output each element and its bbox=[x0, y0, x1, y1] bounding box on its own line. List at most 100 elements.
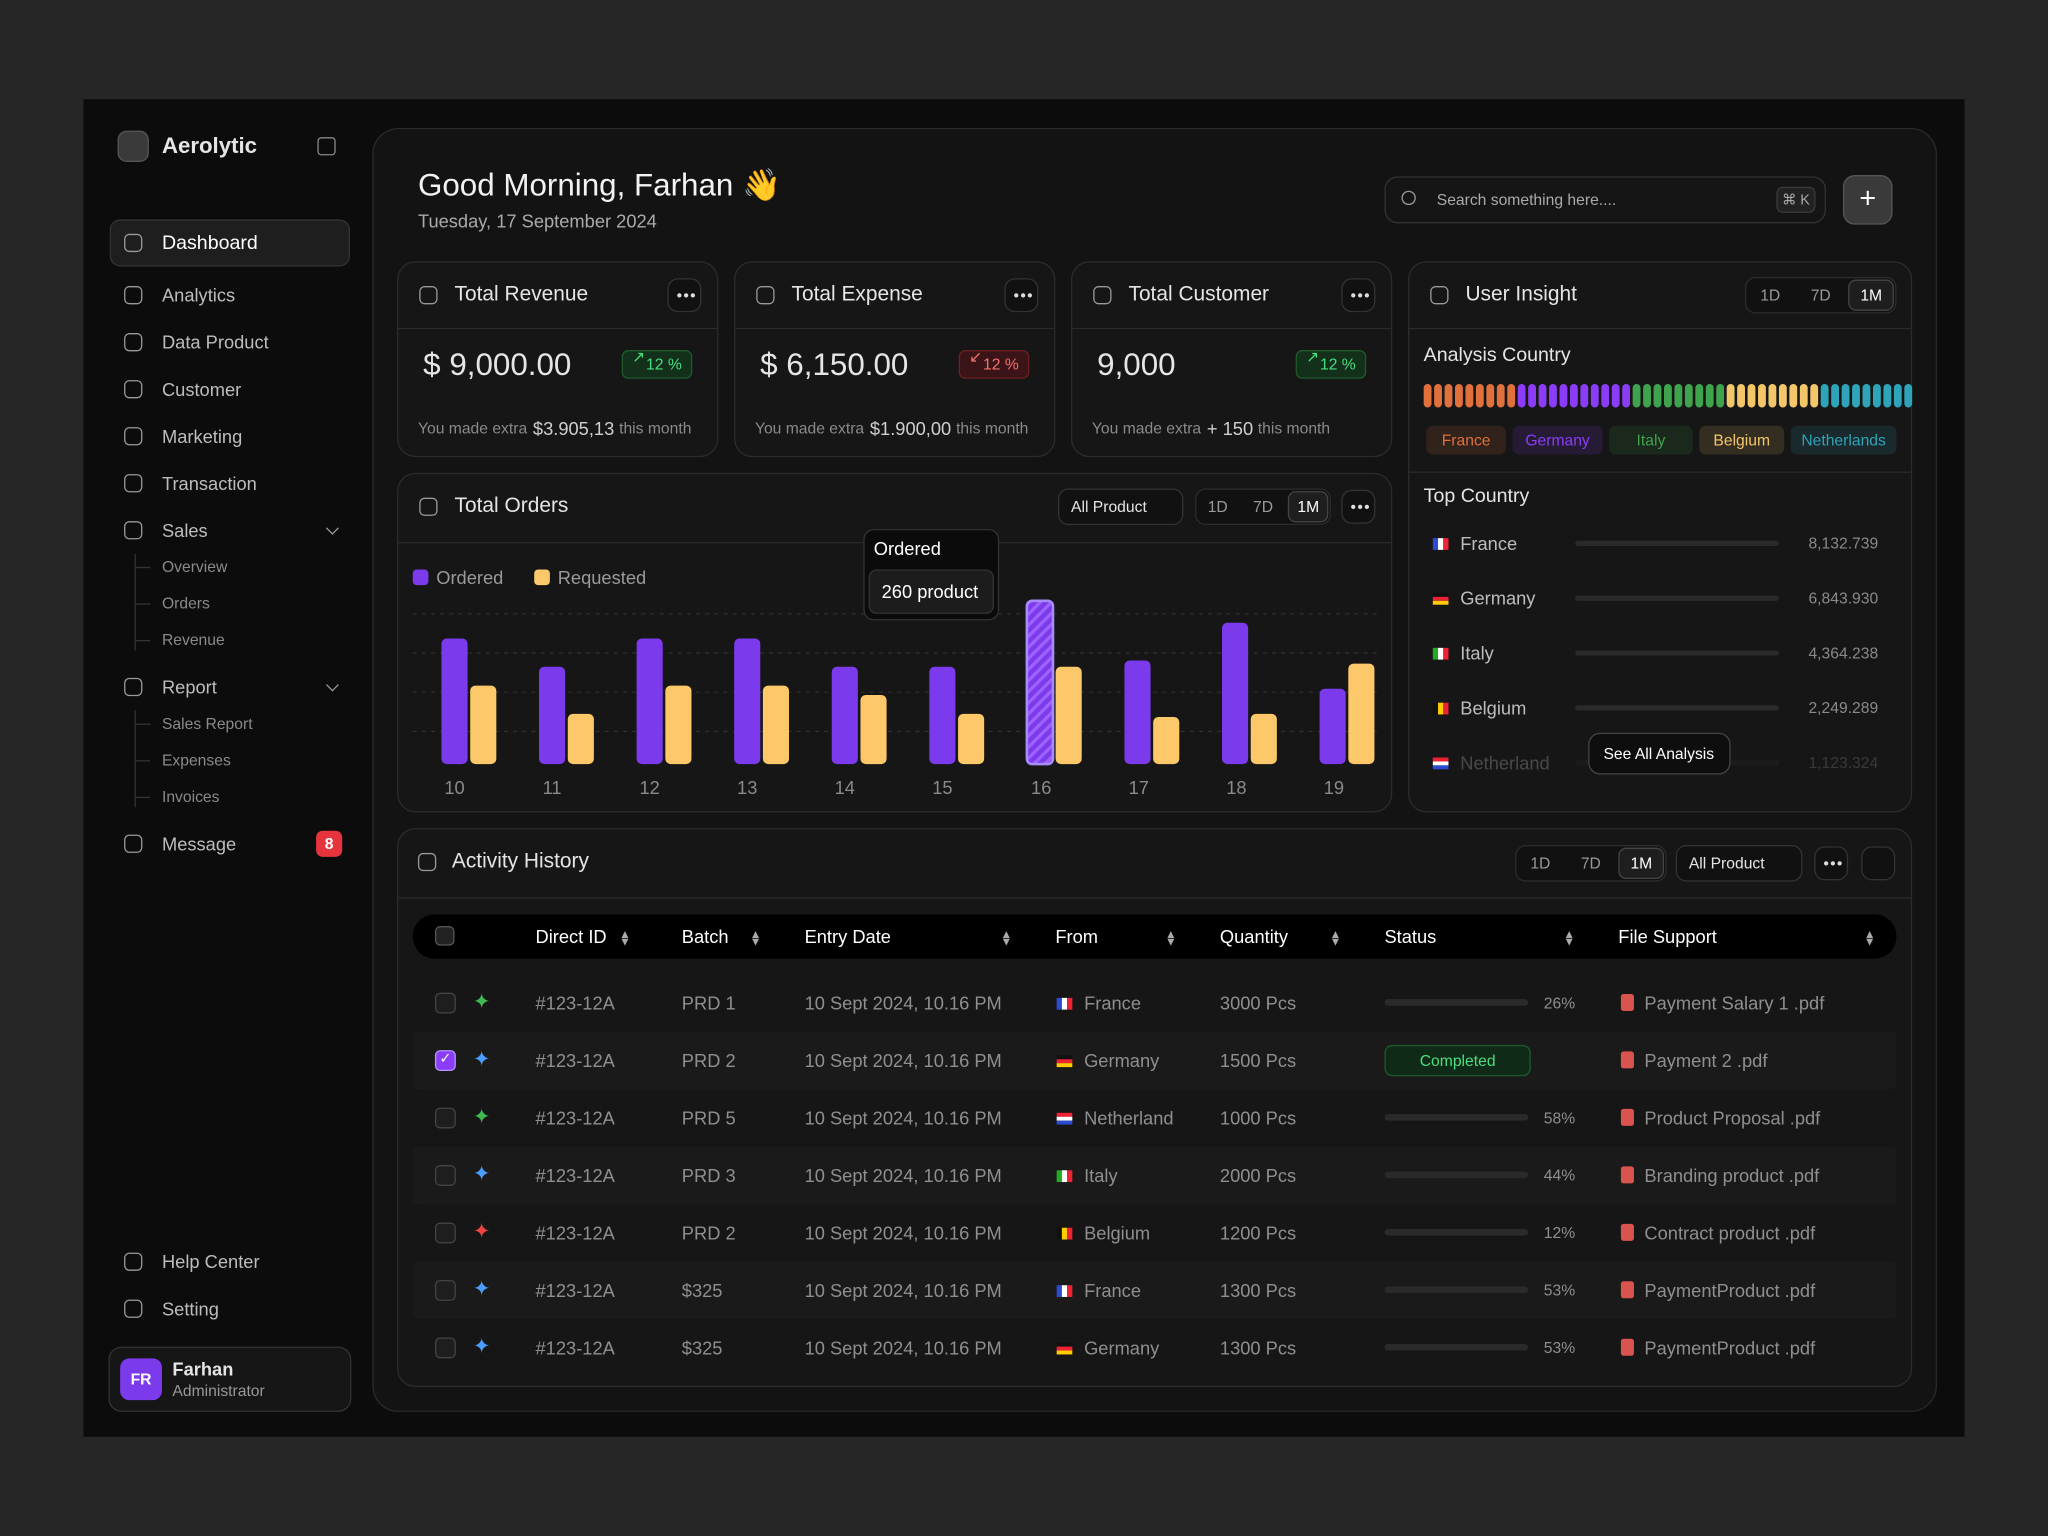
column-header[interactable]: From bbox=[1055, 926, 1099, 947]
country-name: Italy bbox=[1460, 642, 1494, 664]
period-active[interactable] bbox=[1288, 491, 1329, 523]
file-name[interactable]: Branding product .pdf bbox=[1644, 1165, 1820, 1186]
country-name: Belgium bbox=[1460, 697, 1527, 719]
flag bbox=[1061, 1170, 1068, 1183]
segment bbox=[1705, 383, 1713, 408]
period-option[interactable]: 7D bbox=[1810, 286, 1831, 305]
more-button[interactable]: ••• bbox=[1341, 278, 1376, 313]
period-option[interactable]: 1M bbox=[1860, 286, 1883, 305]
tree-branch bbox=[134, 723, 151, 725]
more-button[interactable]: ••• bbox=[1814, 846, 1849, 881]
download-button[interactable] bbox=[1861, 846, 1896, 881]
segment bbox=[1789, 383, 1797, 408]
collapse-icon[interactable] bbox=[317, 137, 336, 156]
stat-value: $ 6,150.00 bbox=[760, 347, 909, 383]
column-header[interactable]: Direct ID bbox=[535, 926, 607, 947]
checkbox[interactable] bbox=[434, 1279, 456, 1301]
nav-item[interactable]: Transaction bbox=[161, 472, 257, 494]
filter-select[interactable] bbox=[1057, 488, 1184, 526]
file-name[interactable]: Contract product .pdf bbox=[1644, 1222, 1816, 1244]
nav-item[interactable]: Marketing bbox=[161, 425, 243, 447]
period-active[interactable] bbox=[1618, 847, 1664, 880]
file-name[interactable]: Payment Salary 1 .pdf bbox=[1644, 992, 1825, 1014]
flag bbox=[1067, 1285, 1073, 1297]
period-option[interactable]: 7D bbox=[1580, 854, 1601, 873]
nav-icon bbox=[124, 233, 143, 253]
nav-item[interactable]: Message bbox=[161, 833, 237, 855]
checkbox[interactable] bbox=[434, 992, 456, 1014]
nav-item[interactable]: Analytics bbox=[161, 284, 236, 306]
checkbox[interactable] bbox=[434, 1107, 456, 1129]
column-header[interactable]: Status bbox=[1384, 926, 1437, 947]
sub-item[interactable]: Sales Report bbox=[161, 714, 253, 733]
column-header[interactable]: Entry Date bbox=[804, 926, 891, 947]
cell: France bbox=[1084, 992, 1141, 1014]
period-option[interactable]: 1D bbox=[1530, 854, 1551, 873]
checkbox[interactable] bbox=[434, 1337, 456, 1359]
period-option[interactable]: 7D bbox=[1252, 497, 1274, 516]
bar bbox=[958, 713, 985, 765]
segment bbox=[1444, 383, 1452, 408]
bar bbox=[762, 685, 790, 765]
segment bbox=[1862, 383, 1870, 408]
column-header[interactable]: Quantity bbox=[1219, 926, 1289, 947]
kbd bbox=[1776, 186, 1816, 213]
flag bbox=[1438, 702, 1444, 715]
cell: 10 Sept 2024, 10.16 PM bbox=[804, 1279, 1002, 1301]
nav-item[interactable]: Help Center bbox=[161, 1251, 260, 1273]
file-name[interactable]: PaymentProduct .pdf bbox=[1644, 1279, 1816, 1301]
period-option[interactable]: 1D bbox=[1760, 286, 1781, 305]
checkbox[interactable] bbox=[434, 1222, 456, 1244]
segment bbox=[1434, 383, 1442, 408]
more-button[interactable]: ••• bbox=[1341, 489, 1376, 524]
period-option[interactable]: 1M bbox=[1297, 497, 1320, 516]
search[interactable] bbox=[1384, 176, 1826, 224]
column-header[interactable]: File Support bbox=[1618, 926, 1717, 947]
segment bbox=[1716, 383, 1724, 408]
period-active[interactable] bbox=[1848, 279, 1894, 311]
checkbox[interactable]: ✓ bbox=[434, 1050, 456, 1072]
progress-track bbox=[1384, 1114, 1529, 1121]
row-stripe bbox=[412, 1146, 1897, 1205]
cell: 1300 Pcs bbox=[1219, 1279, 1297, 1301]
add-button[interactable]: + bbox=[1842, 175, 1893, 225]
more-button[interactable]: ••• bbox=[1004, 278, 1039, 313]
flag bbox=[1056, 1059, 1073, 1064]
sub-item[interactable]: Revenue bbox=[161, 630, 225, 650]
nav-active[interactable] bbox=[109, 219, 351, 267]
nav-item[interactable]: Customer bbox=[161, 378, 242, 400]
sub-item[interactable]: Overview bbox=[161, 557, 228, 576]
x-tick-label: 15 bbox=[932, 777, 953, 799]
file-name[interactable]: Payment 2 .pdf bbox=[1644, 1050, 1768, 1072]
stat-note: You made extra bbox=[1091, 419, 1202, 438]
nav-icon bbox=[124, 1252, 143, 1271]
cell: Germany bbox=[1084, 1337, 1160, 1359]
country-chip-label: France bbox=[1441, 431, 1491, 450]
country-value: 1,123.324 bbox=[1808, 753, 1879, 772]
nav-group[interactable]: Report bbox=[161, 676, 217, 698]
segment bbox=[1872, 383, 1881, 408]
period-option[interactable]: 1D bbox=[1207, 497, 1228, 516]
file-name[interactable]: PaymentProduct .pdf bbox=[1644, 1337, 1816, 1359]
checkbox[interactable] bbox=[434, 1165, 456, 1186]
country-chip-label: Germany bbox=[1525, 431, 1590, 450]
segment bbox=[1455, 383, 1463, 408]
sort-icon: ▲ ▼ bbox=[1000, 927, 1013, 949]
see-all[interactable] bbox=[1588, 732, 1731, 775]
flag bbox=[1061, 1285, 1068, 1297]
sub-item[interactable]: Expenses bbox=[161, 751, 231, 770]
nav-group[interactable]: Sales bbox=[161, 519, 208, 541]
sub-item[interactable]: Orders bbox=[161, 594, 210, 613]
period-option[interactable]: 1M bbox=[1630, 854, 1653, 873]
file-name[interactable]: Product Proposal .pdf bbox=[1644, 1107, 1821, 1129]
filter-select[interactable] bbox=[1675, 845, 1803, 882]
nav-item[interactable]: Data Product bbox=[161, 331, 269, 353]
more-button[interactable]: ••• bbox=[667, 278, 702, 313]
nav-item[interactable]: Dashboard bbox=[161, 231, 258, 255]
nav-item[interactable]: Setting bbox=[161, 1298, 219, 1320]
flag bbox=[1438, 647, 1444, 660]
change-text: 12 % bbox=[983, 355, 1019, 374]
column-header[interactable]: Batch bbox=[681, 926, 729, 947]
progress-track bbox=[1384, 999, 1529, 1006]
sub-item[interactable]: Invoices bbox=[161, 787, 220, 806]
